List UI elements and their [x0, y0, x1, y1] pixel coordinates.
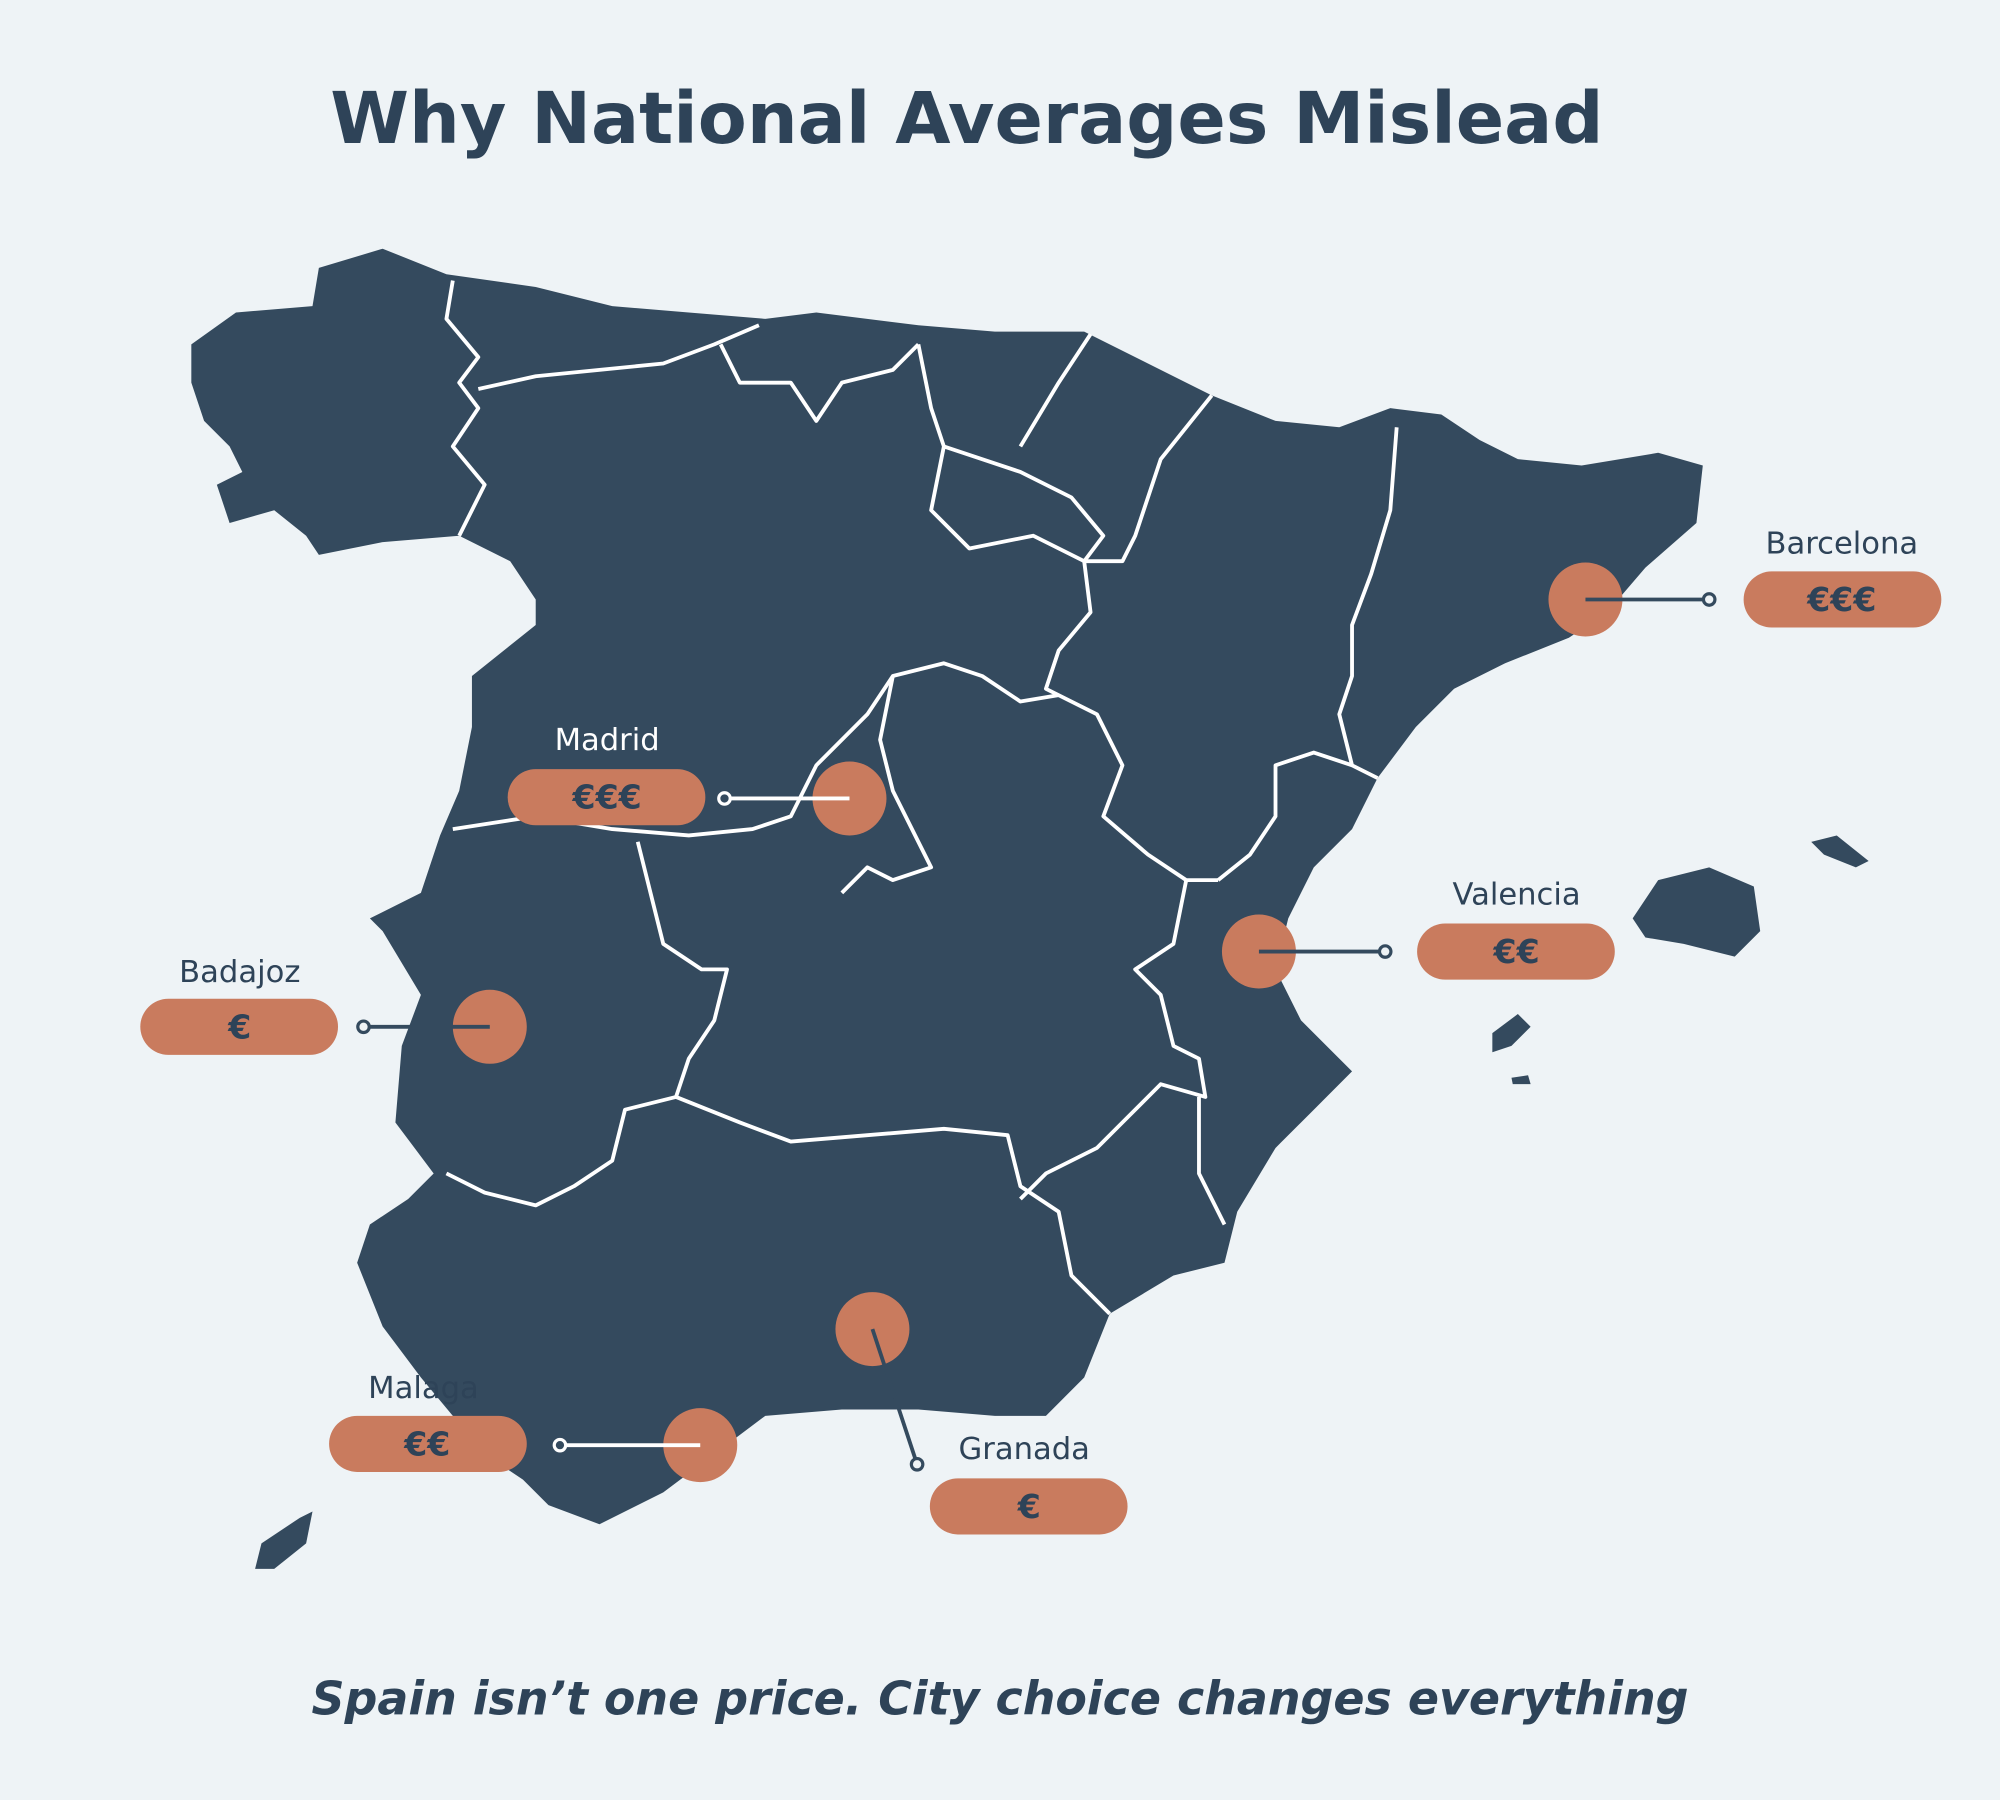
city-badajoz: Badajoz € [140, 955, 527, 1064]
ibiza [1492, 1014, 1531, 1053]
price-pill [1417, 923, 1615, 980]
title: Why National Averages Mislead [330, 77, 1603, 160]
leader-end [1701, 592, 1717, 607]
price-pill [329, 1415, 527, 1472]
price-label: € [1017, 1487, 1041, 1526]
city-malaga: Malaga €€ [329, 1371, 738, 1483]
city-valencia: Valencia €€ [1221, 877, 1615, 989]
city-marker [1221, 914, 1296, 989]
mainland [191, 248, 1703, 1525]
islet [255, 1511, 313, 1569]
city-name: Granada [959, 1432, 1090, 1467]
map [191, 248, 1869, 1569]
leader-end [717, 791, 732, 806]
city-name: Badajoz [179, 955, 300, 990]
price-pill [929, 1478, 1128, 1535]
price-label: €€€ [1806, 580, 1876, 619]
leader-end [356, 1019, 371, 1035]
city-name: Barcelona [1765, 527, 1918, 562]
city-madrid: Madrid €€€ [507, 723, 887, 836]
leader-line [870, 1328, 919, 1465]
price-label: €€ [403, 1424, 450, 1463]
menorca [1811, 835, 1869, 868]
city-name: Valencia [1453, 877, 1581, 912]
price-pill [140, 998, 339, 1055]
leader-end [909, 1456, 925, 1472]
city-name: Malaga [368, 1371, 479, 1406]
price-pill [1743, 571, 1942, 628]
price-pill [507, 769, 706, 826]
price-label: €€€ [572, 778, 642, 817]
leader-end [1377, 944, 1393, 959]
subtitle: Spain isn’t one price. City choice chang… [311, 1671, 1688, 1725]
mallorca [1632, 867, 1761, 957]
formentera [1511, 1075, 1531, 1085]
city-name: Madrid [555, 723, 660, 758]
price-label: € [227, 1007, 251, 1046]
leader-end [552, 1437, 568, 1453]
region-borders [444, 280, 1399, 1316]
price-label: €€ [1493, 932, 1540, 971]
city-barcelona: Barcelona €€€ [1548, 527, 1942, 637]
city-granada: Granada € [835, 1292, 1128, 1535]
